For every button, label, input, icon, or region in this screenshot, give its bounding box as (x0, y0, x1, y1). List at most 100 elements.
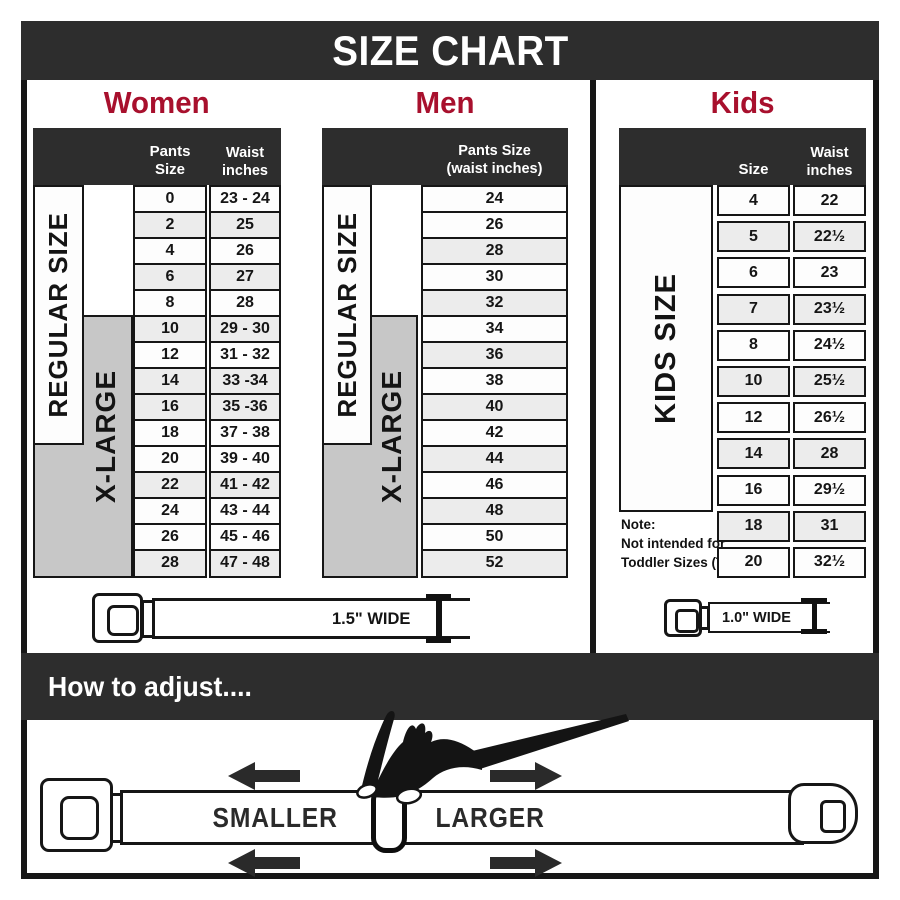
men-kids-divider (590, 80, 596, 653)
men-xlarge-label: X-LARGE (376, 370, 407, 503)
size-cell: 42 (421, 419, 568, 448)
kids-width-mark-bar (811, 598, 817, 634)
size-cell: 0 (133, 185, 207, 214)
waist-cell: 43 - 44 (209, 497, 281, 526)
size-cell: 14 (717, 438, 790, 470)
waist-cell: 31 (793, 510, 866, 542)
men-regular-label: REGULAR SIZE (331, 212, 362, 418)
women-regular-box: REGULAR SIZE (33, 185, 84, 445)
size-cell: 34 (421, 315, 568, 344)
size-cell: 16 (133, 393, 207, 422)
size-cell: 20 (133, 445, 207, 474)
waist-cell: 27 (209, 263, 281, 292)
men-section-title: Men (415, 85, 475, 120)
women-waist-column: 23 - 24 25 26 27 28 29 - 30 31 - 32 33 -34 35 -3… (209, 185, 281, 578)
women-xlarge-label: X-LARGE (90, 370, 121, 503)
men-pants-size-header: Pants Size (waist inches) (446, 143, 543, 177)
waist-cell: 28 (793, 438, 866, 470)
waist-cell: 31 - 32 (209, 341, 281, 370)
size-cell: 24 (421, 185, 568, 214)
men-xlarge-label-wrap: X-LARGE (370, 329, 414, 544)
waist-cell: 25½ (793, 365, 866, 397)
size-cell: 36 (421, 341, 568, 370)
size-cell: 28 (421, 237, 568, 266)
waist-cell: 37 - 38 (209, 419, 281, 448)
size-cell: 50 (421, 523, 568, 552)
larger-label: LARGER (435, 802, 545, 833)
adult-belt-buckle (92, 593, 143, 643)
how-to-adjust-title: How to adjust.... (48, 670, 252, 702)
size-cell: 38 (421, 367, 568, 396)
waist-cell: 22½ (793, 221, 866, 253)
kids-belt-strap (708, 602, 830, 633)
size-cell: 48 (421, 497, 568, 526)
waist-cell: 41 - 42 (209, 471, 281, 500)
larger-arrow-bottom (490, 849, 562, 877)
size-cell: 4 (717, 185, 790, 216)
kids-size-column: 4 5 6 7 8 10 12 14 16 18 20 (717, 185, 790, 578)
size-cell: 12 (133, 341, 207, 370)
waist-cell: 25 (209, 211, 281, 240)
larger-arrow-top (490, 762, 562, 790)
waist-cell: 28 (209, 289, 281, 318)
size-cell: 7 (717, 293, 790, 325)
waist-cell: 47 - 48 (209, 549, 281, 578)
smaller-arrow-bottom (228, 849, 300, 877)
adult-buckle-hole (107, 605, 139, 636)
size-cell: 26 (133, 523, 207, 552)
waist-cell: 23 (793, 257, 866, 289)
waist-cell: 45 - 46 (209, 523, 281, 552)
waist-cell: 26 (209, 237, 281, 266)
size-cell: 10 (717, 365, 790, 397)
size-cell: 6 (717, 257, 790, 289)
waist-cell: 39 - 40 (209, 445, 281, 474)
adjust-belt-strap (120, 790, 804, 845)
kids-belt-width-label: 1.0" WIDE (722, 610, 791, 626)
size-cell: 5 (717, 221, 790, 253)
smaller-arrow-top (228, 762, 300, 790)
women-regular-label: REGULAR SIZE (43, 212, 73, 418)
waist-cell: 35 -36 (209, 393, 281, 422)
adult-belt-width-label: 1.5" WIDE (332, 609, 411, 628)
frame-right-border (873, 80, 879, 879)
size-cell: 16 (717, 474, 790, 506)
waist-cell: 26½ (793, 402, 866, 434)
size-cell: 14 (133, 367, 207, 396)
size-cell: 6 (133, 263, 207, 292)
size-cell: 22 (133, 471, 207, 500)
size-cell: 40 (421, 393, 568, 422)
page-title: SIZE CHART (331, 26, 569, 74)
waist-cell: 22 (793, 185, 866, 216)
frame-left-border (21, 80, 27, 879)
men-size-column: 24 26 28 30 32 34 36 38 40 42 44 46 48 50 52 (421, 185, 568, 578)
waist-cell: 33 -34 (209, 367, 281, 396)
size-cell: 44 (421, 445, 568, 474)
thumb-nail (356, 783, 378, 799)
kids-note: Note: Not intended for Toddler Sizes (T) (621, 517, 729, 570)
women-section-title: Women (104, 85, 210, 120)
waist-cell: 32½ (793, 546, 866, 578)
men-regular-box: REGULAR SIZE (322, 185, 372, 445)
kids-size-label: KIDS SIZE (649, 273, 682, 424)
title-bar: SIZE CHART (21, 21, 879, 80)
kids-waist-header: Waist inches (806, 145, 853, 179)
waist-cell: 23½ (793, 293, 866, 325)
size-cell: 4 (133, 237, 207, 266)
kids-table-header: Size Waist inches (619, 128, 866, 185)
women-size-column: 0 2 4 6 8 10 12 14 16 18 20 22 24 26 28 (133, 185, 207, 578)
size-cell: 26 (421, 211, 568, 240)
size-cell: 52 (421, 549, 568, 578)
adjust-belt-buckle (40, 778, 113, 852)
waist-cell: 24½ (793, 329, 866, 361)
size-cell: 24 (133, 497, 207, 526)
hand-illustration (356, 710, 629, 805)
finger-nail (395, 787, 423, 805)
size-cell: 2 (133, 211, 207, 240)
size-cell: 46 (421, 471, 568, 500)
kids-waist-column: 22 22½ 23 23½ 24½ 25½ 26½ 28 29½ 31 32½ (793, 185, 866, 578)
adult-buckle-latch (141, 600, 155, 638)
women-pants-size-header: Pants Size (149, 143, 191, 178)
women-xlarge-label-wrap: X-LARGE (83, 329, 129, 544)
size-cell: 18 (717, 510, 790, 542)
